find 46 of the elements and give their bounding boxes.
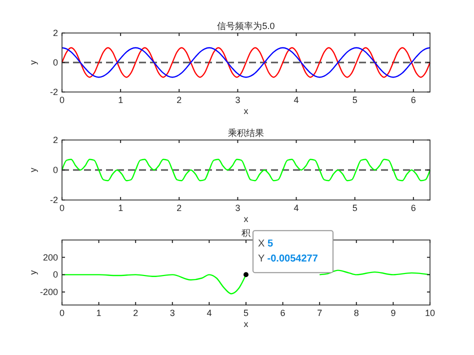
x-tick-label: 6 bbox=[410, 95, 416, 105]
x-tick-label: 2 bbox=[176, 203, 182, 213]
chart-title: 信号频率为5.0 bbox=[217, 21, 275, 31]
x-tick-label: 6 bbox=[280, 308, 286, 318]
x-axis-title: x bbox=[244, 106, 249, 116]
y-tick-label: 200 bbox=[42, 252, 58, 262]
x-axis-title: x bbox=[244, 319, 249, 329]
x-tick-label: 2 bbox=[133, 308, 138, 318]
line-series bbox=[61, 158, 431, 182]
x-tick-label: 4 bbox=[294, 95, 299, 105]
y-tick-label: 2 bbox=[52, 28, 58, 38]
x-tick-label: 1 bbox=[96, 308, 102, 318]
x-tick-label: 4 bbox=[294, 203, 299, 213]
x-tick-label: 3 bbox=[170, 308, 175, 318]
y-tick-label: -2 bbox=[50, 195, 58, 205]
x-tick-label: 10 bbox=[424, 308, 436, 318]
y-tick-label: -2 bbox=[50, 87, 58, 97]
chart-title: 积 bbox=[242, 228, 250, 238]
x-tick-label: 1 bbox=[118, 203, 124, 213]
x-tick-label: 5 bbox=[352, 95, 358, 105]
x-tick-label: 4 bbox=[206, 308, 212, 318]
x-tick-label: 9 bbox=[390, 308, 396, 318]
x-axis-title: x bbox=[244, 214, 249, 224]
x-tick-label: 1 bbox=[118, 95, 124, 105]
y-axis-title: y bbox=[28, 60, 38, 65]
y-tick-label: -200 bbox=[40, 287, 58, 297]
x-tick-label: 0 bbox=[59, 95, 65, 105]
x-tick-label: 3 bbox=[235, 95, 240, 105]
y-axis-title: y bbox=[28, 167, 38, 172]
x-tick-label: 2 bbox=[176, 95, 182, 105]
x-tick-label: 0 bbox=[59, 203, 65, 213]
x-tick-label: 6 bbox=[410, 203, 416, 213]
y-tick-label: 0 bbox=[52, 270, 58, 280]
x-tick-label: 5 bbox=[352, 203, 358, 213]
annotation: X 5 Y -0.0054277 bbox=[258, 238, 318, 265]
line-series bbox=[61, 47, 431, 78]
y-tick-label: 2 bbox=[52, 135, 58, 145]
y-tick-label: 0 bbox=[52, 165, 58, 175]
x-tick-label: 8 bbox=[354, 308, 359, 318]
y-tick-label: 0 bbox=[52, 58, 58, 68]
x-tick-label: 0 bbox=[59, 308, 65, 318]
y-axis-title: y bbox=[28, 270, 38, 275]
x-tick-label: 3 bbox=[235, 203, 240, 213]
x-tick-label: 7 bbox=[317, 308, 322, 318]
chart-title: 乘积结果 bbox=[228, 128, 264, 138]
x-tick-label: 5 bbox=[243, 308, 249, 318]
